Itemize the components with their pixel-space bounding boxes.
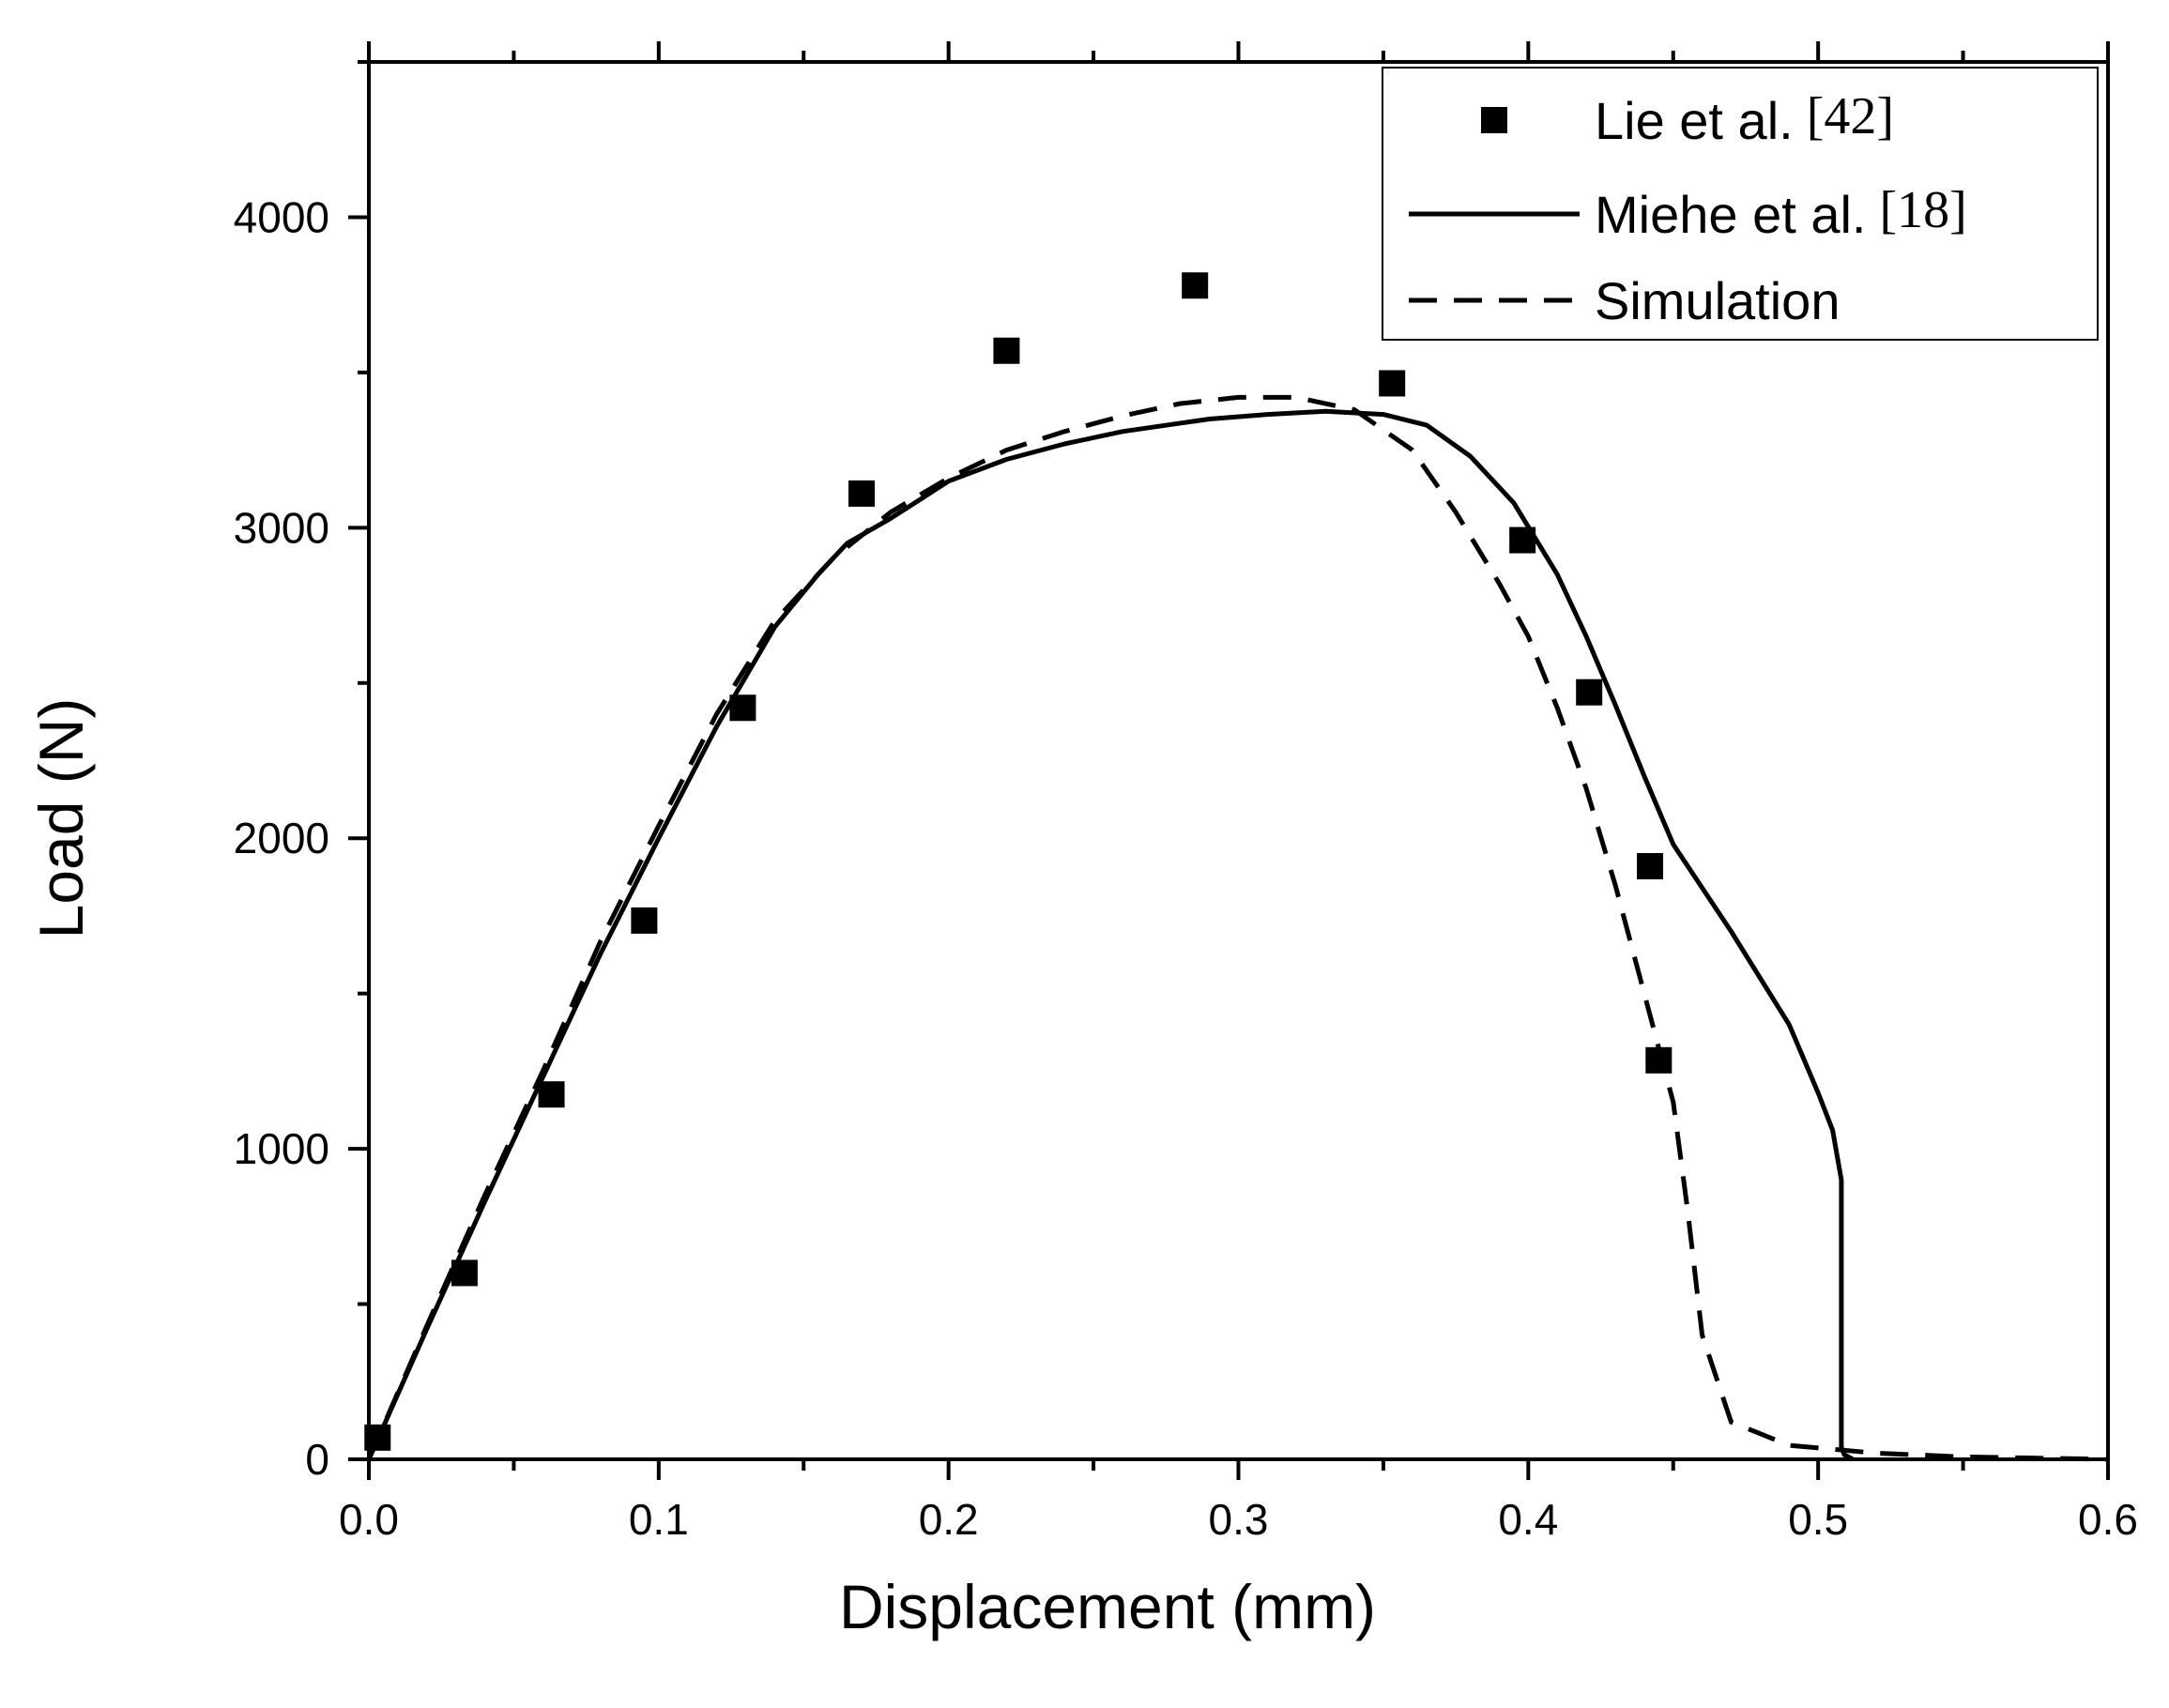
y-tick-label: 4000 — [234, 192, 329, 241]
legend-entry-0: Lie et al. [42] — [1595, 87, 1894, 150]
legend-label: Simulation — [1595, 271, 1840, 330]
legend-label: Lie et al. — [1595, 91, 1794, 150]
y-tick-label: 0 — [305, 1435, 329, 1484]
data-point-lie — [1637, 853, 1664, 880]
y-axis-title: Load (N) — [26, 698, 96, 939]
x-tick-label: 0.0 — [339, 1495, 399, 1544]
y-tick-label: 2000 — [234, 814, 329, 862]
data-point-lie — [1379, 370, 1406, 397]
y-tick-label: 3000 — [234, 503, 329, 552]
x-tick-label: 0.5 — [1788, 1495, 1848, 1544]
data-point-lie — [1576, 679, 1603, 706]
legend-entry-2: Simulation — [1595, 271, 1840, 330]
series-line-miehe — [366, 408, 1855, 1462]
x-tick-label: 0.1 — [629, 1495, 689, 1544]
x-tick-label: 0.4 — [1498, 1495, 1558, 1544]
data-point-lie — [631, 907, 658, 934]
legend-reference: [42] — [1807, 87, 1894, 145]
x-tick-label: 0.6 — [2078, 1495, 2138, 1544]
legend-label: Miehe et al. — [1595, 185, 1867, 244]
data-point-lie — [1182, 272, 1209, 299]
y-tick-label: 1000 — [234, 1124, 329, 1173]
legend-marker-lie — [1481, 107, 1507, 133]
legend-entry-1: Miehe et al. [18] — [1595, 181, 1967, 244]
series-line-simulation — [366, 394, 2109, 1462]
data-point-lie — [538, 1081, 565, 1108]
data-point-lie — [848, 480, 876, 507]
x-tick-label: 0.2 — [919, 1495, 979, 1544]
data-point-lie — [993, 337, 1020, 364]
x-axis-title: Displacement (mm) — [839, 1572, 1376, 1641]
x-tick-label: 0.3 — [1209, 1495, 1269, 1544]
legend-reference: [18] — [1880, 181, 1967, 239]
